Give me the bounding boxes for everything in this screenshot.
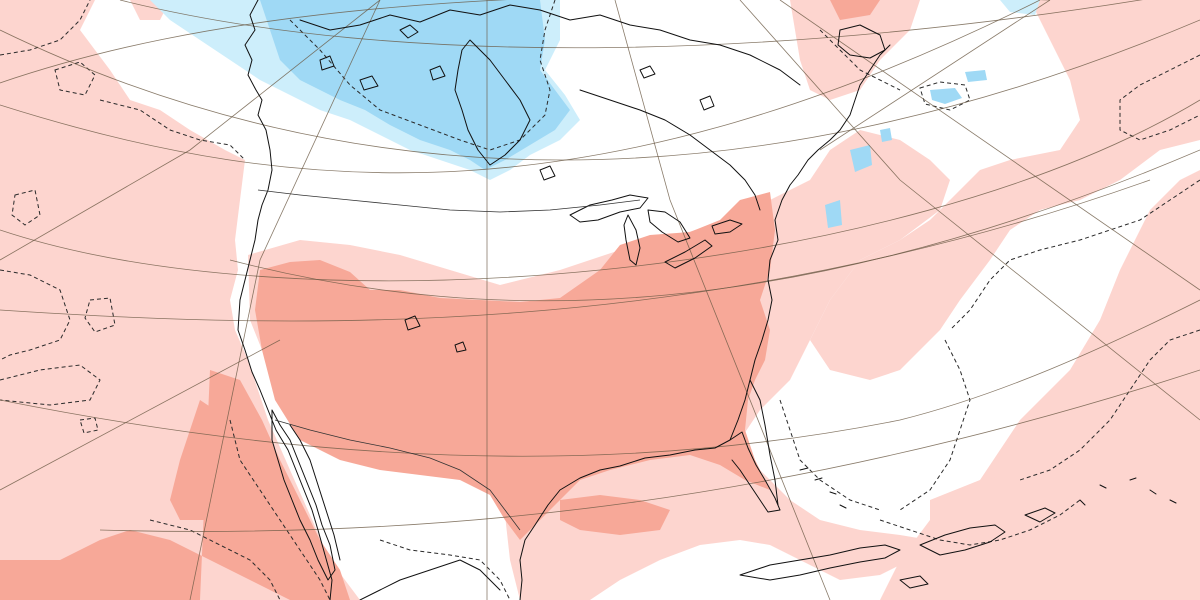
- small-lake-4: [319, 55, 335, 71]
- small-lake-1: [399, 24, 419, 39]
- meridian-line-7: [819, 0, 1051, 151]
- coastline-east-coast: [749, 44, 891, 381]
- coastline-gulf-of-california: [289, 424, 341, 561]
- dashed-contour-pacific-blob-1: [54, 61, 96, 96]
- cold-light-area-north-corner: [1000, 0, 1040, 15]
- coastline-layer: [237, 0, 1177, 600]
- dashed-contour-pacific-south: [0, 364, 101, 406]
- coastline-puerto-rico: [1024, 507, 1056, 523]
- dashed-contour-atlantic-south: [1019, 329, 1200, 481]
- coastline-lesser-antilles: [1079, 477, 1177, 506]
- parallel-line-2: [0, 0, 1041, 174]
- parallel-line-4: [0, 299, 1200, 457]
- cold-medium-area-atlantic-patch-1: [850, 145, 872, 172]
- border-us-mexico: [274, 419, 521, 531]
- coastline-north-canada: [299, 4, 801, 86]
- coastline-jamaica: [899, 575, 929, 589]
- parallel-line-1: [0, 0, 1050, 84]
- coastline-labrador: [579, 89, 761, 211]
- warm-light-area-caribbean: [930, 445, 1200, 600]
- dashed-contour-pacific-blob-2: [11, 189, 41, 226]
- border-us-canada: [257, 189, 641, 213]
- coastline-cuba: [739, 544, 901, 581]
- small-lake-9: [454, 341, 467, 353]
- dashed-contour-northeast: [819, 29, 901, 91]
- meridian-line-4: [614, 0, 831, 600]
- meridian-line-1: [0, 0, 381, 261]
- parallel-line-6: [0, 19, 1200, 161]
- parallel-line-8: [0, 99, 1200, 282]
- small-lake-5: [539, 165, 556, 181]
- dashed-contour-pacific-blob-3: [84, 297, 116, 333]
- dashed-contour-pacific-mid: [0, 269, 71, 361]
- coastline-newfoundland: [837, 24, 886, 59]
- cold-medium-area-labrador-patch: [930, 88, 962, 104]
- border-layer: [257, 189, 641, 531]
- warm-light-area-gulf: [500, 450, 930, 600]
- parallel-line-9: [99, 369, 1200, 532]
- coastline-hispaniola: [919, 524, 1006, 556]
- coastline-lake-michigan: [623, 214, 641, 266]
- coastline-lake-huron: [647, 209, 691, 243]
- dashed-contour-north-pacific: [99, 99, 246, 161]
- meridian-line-5: [739, 0, 1200, 421]
- dashed-contour-atlantic-west: [899, 339, 971, 511]
- coastline-hudson-bay: [454, 39, 531, 166]
- coastline-bahamas: [799, 467, 847, 509]
- parallel-line-7: [229, 149, 1200, 302]
- coastline-lake-erie: [664, 239, 713, 269]
- warm-light-area-north-east: [790, 0, 920, 100]
- meridian-line-8: [0, 339, 281, 491]
- warm-medium-area-gulf-patch: [560, 495, 670, 535]
- meridian-line-2: [189, 0, 381, 600]
- coastline-lake-ontario: [711, 219, 743, 235]
- warm-medium-area-baja-mexico: [0, 370, 350, 600]
- coastline-west-north-america: [237, 0, 333, 600]
- cold-medium-area-north-patch: [965, 70, 987, 82]
- dashed-contour-atlantic-east: [949, 179, 1200, 331]
- cold-medium-area-atlantic-patch-3: [880, 128, 892, 142]
- coastline-mexico-pacific: [359, 559, 501, 600]
- coastline-baja-california: [271, 409, 336, 581]
- warm-medium-area-southwest-ocean: [170, 400, 240, 520]
- small-lake-7: [699, 95, 715, 111]
- coastline-florida: [729, 379, 779, 506]
- dashed-contour-gulf: [779, 399, 881, 511]
- small-lake-8: [404, 315, 421, 331]
- cold-medium-area-hudson: [260, 0, 570, 170]
- cold-medium-anomaly-layer: [260, 0, 987, 228]
- dashed-contour-pacific-blob-4: [79, 417, 99, 434]
- meridian-line-6: [779, 0, 1200, 291]
- small-lake-2: [429, 65, 446, 81]
- small-lakes-layer: [319, 24, 715, 353]
- dashed-contour-baja: [149, 519, 281, 600]
- coastline-gulf-of-mexico: [519, 431, 781, 600]
- small-lake-3: [359, 75, 379, 91]
- dashed-contour-southwest: [229, 419, 331, 600]
- coastline-lake-superior: [569, 194, 649, 223]
- dashed-contour-caribbean: [879, 499, 1081, 546]
- dashed-contour-atlantic-north: [1119, 54, 1200, 141]
- parallel-line-3: [0, 179, 1151, 322]
- cold-medium-area-atlantic-patch-2: [825, 200, 842, 228]
- small-lake-6: [639, 65, 656, 79]
- warm-medium-area-north-east-patch: [830, 0, 880, 20]
- dashed-contour-mexico: [379, 539, 511, 600]
